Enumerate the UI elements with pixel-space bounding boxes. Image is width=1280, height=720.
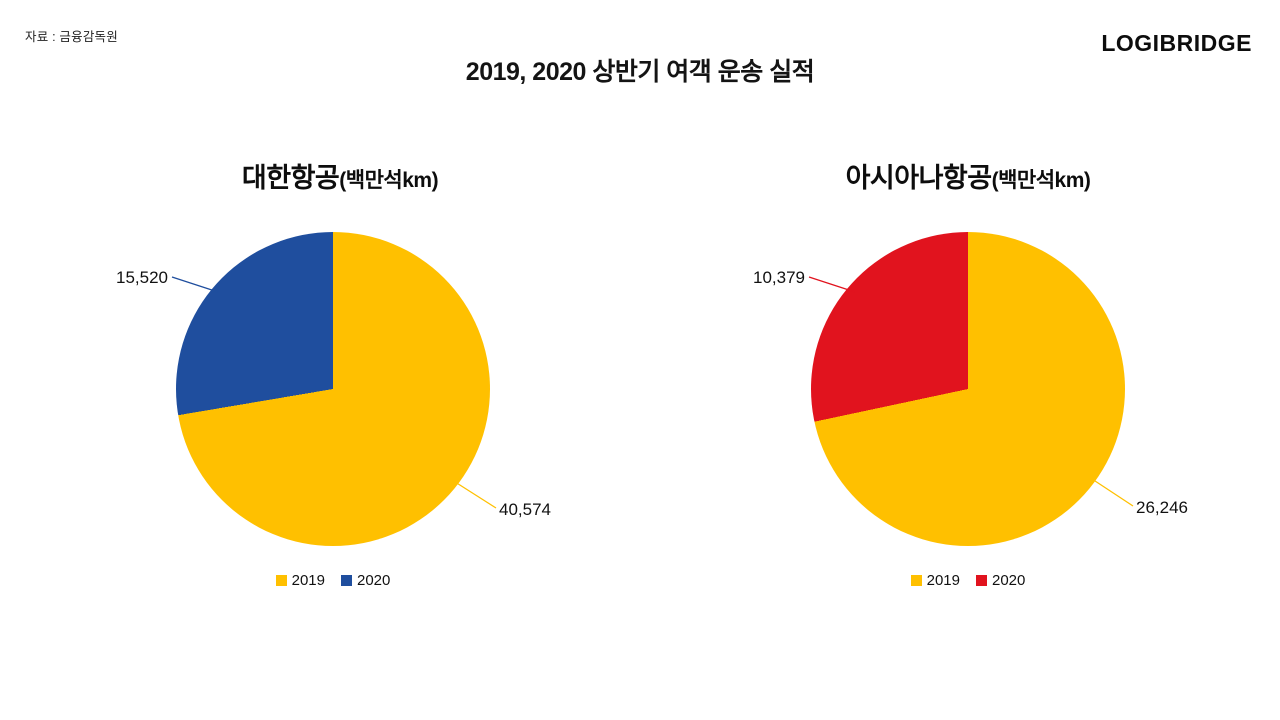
chart-title-asiana: 아시아나항공(백만석km) xyxy=(768,156,1168,195)
source-note: 자료 : 금융감독원 xyxy=(25,30,118,44)
chart-title-korean-air: 대한항공(백만석km) xyxy=(140,156,540,195)
page-title: 2019, 2020 상반기 여객 운송 실적 xyxy=(465,58,815,86)
legend-item-2019: 2019 xyxy=(910,572,960,589)
leader-line-korean-air-2019 xyxy=(451,479,497,509)
legend-swatch-2019 xyxy=(275,575,287,586)
chart-title-unit: (백만석km) xyxy=(339,169,439,192)
data-label-2019-korean-air: 40,574 xyxy=(499,500,551,519)
data-label-2020-asiana: 10,379 xyxy=(753,268,805,287)
legend-item-2020: 2020 xyxy=(976,572,1025,589)
leader-line-asiana-2019 xyxy=(1088,476,1134,507)
legend-label-2019: 2019 xyxy=(291,572,325,589)
data-label-2020-korean-air: 15,520 xyxy=(116,268,168,287)
chart-title-text: 대한항공 xyxy=(241,163,340,193)
logo: LOGIBRIDGE xyxy=(1101,30,1252,56)
legend-swatch-2020 xyxy=(976,575,987,586)
legend-label-2020: 2020 xyxy=(357,572,391,589)
legend-swatch-2020 xyxy=(341,575,352,586)
legend-item-2019: 2019 xyxy=(275,572,325,589)
chart-title-text: 아시아나항공 xyxy=(845,163,993,193)
legend-swatch-2019 xyxy=(910,575,922,586)
legend-korean-air: 2019 2020 xyxy=(176,572,490,589)
data-label-2019-asiana: 26,246 xyxy=(1136,498,1188,517)
pie-chart-korean-air xyxy=(176,232,490,546)
pie-chart-asiana xyxy=(811,232,1125,546)
chart-title-unit: (백만석km) xyxy=(991,169,1091,192)
legend-asiana: 2019 2020 xyxy=(811,572,1125,589)
legend-label-2019: 2019 xyxy=(926,572,960,589)
legend-label-2020: 2020 xyxy=(992,572,1026,589)
legend-item-2020: 2020 xyxy=(341,572,390,589)
